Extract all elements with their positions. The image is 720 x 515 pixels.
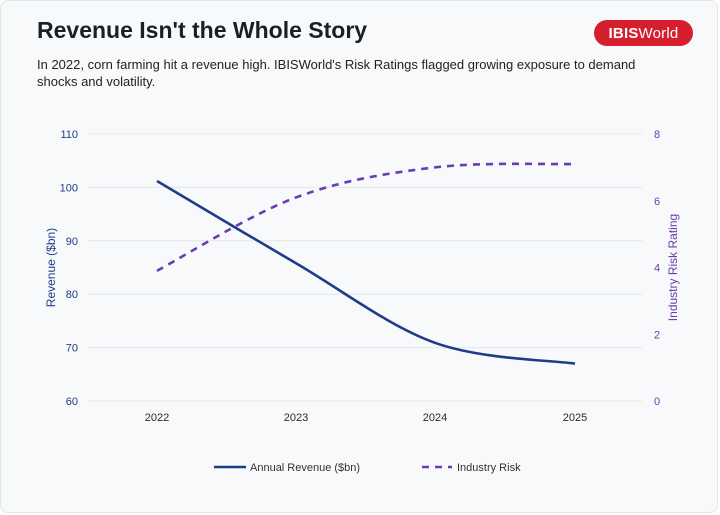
y-left-tick-label: 80 — [66, 289, 78, 301]
x-tick-label: 2023 — [284, 412, 308, 424]
page-subtitle: In 2022, corn farming hit a revenue high… — [37, 57, 636, 89]
legend-label-revenue: Annual Revenue ($bn) — [250, 462, 360, 474]
y-right-tick-label: 8 — [654, 129, 660, 141]
y-right-tick-label: 0 — [654, 396, 660, 408]
y-right-axis-title: Industry Risk Rating — [666, 214, 680, 321]
y-right-tick-label: 6 — [654, 196, 660, 208]
y-right-tick-label: 2 — [654, 329, 660, 341]
y-left-tick-label: 60 — [66, 396, 78, 408]
risk-series-line — [156, 162, 576, 272]
y-left-tick-label: 100 — [60, 182, 78, 194]
y-left-axis-title: Revenue ($bn) — [44, 228, 58, 307]
revenue-series-line — [156, 179, 576, 365]
y-left-tick-label: 90 — [66, 236, 78, 248]
logo-text-regular: World — [638, 24, 679, 42]
logo-text-bold: IBIS — [608, 24, 639, 42]
x-tick-label: 2024 — [423, 412, 447, 424]
page-title: Revenue Isn't the Whole Story — [37, 17, 368, 43]
y-right-tick-label: 4 — [654, 263, 660, 275]
x-tick-label: 2025 — [563, 412, 587, 424]
y-left-tick-label: 110 — [60, 129, 78, 141]
legend-label-risk: Industry Risk — [457, 462, 521, 474]
ibisworld-logo: IBIS World — [594, 20, 693, 46]
y-left-tick-label: 70 — [66, 343, 78, 355]
x-tick-label: 2022 — [145, 412, 169, 424]
